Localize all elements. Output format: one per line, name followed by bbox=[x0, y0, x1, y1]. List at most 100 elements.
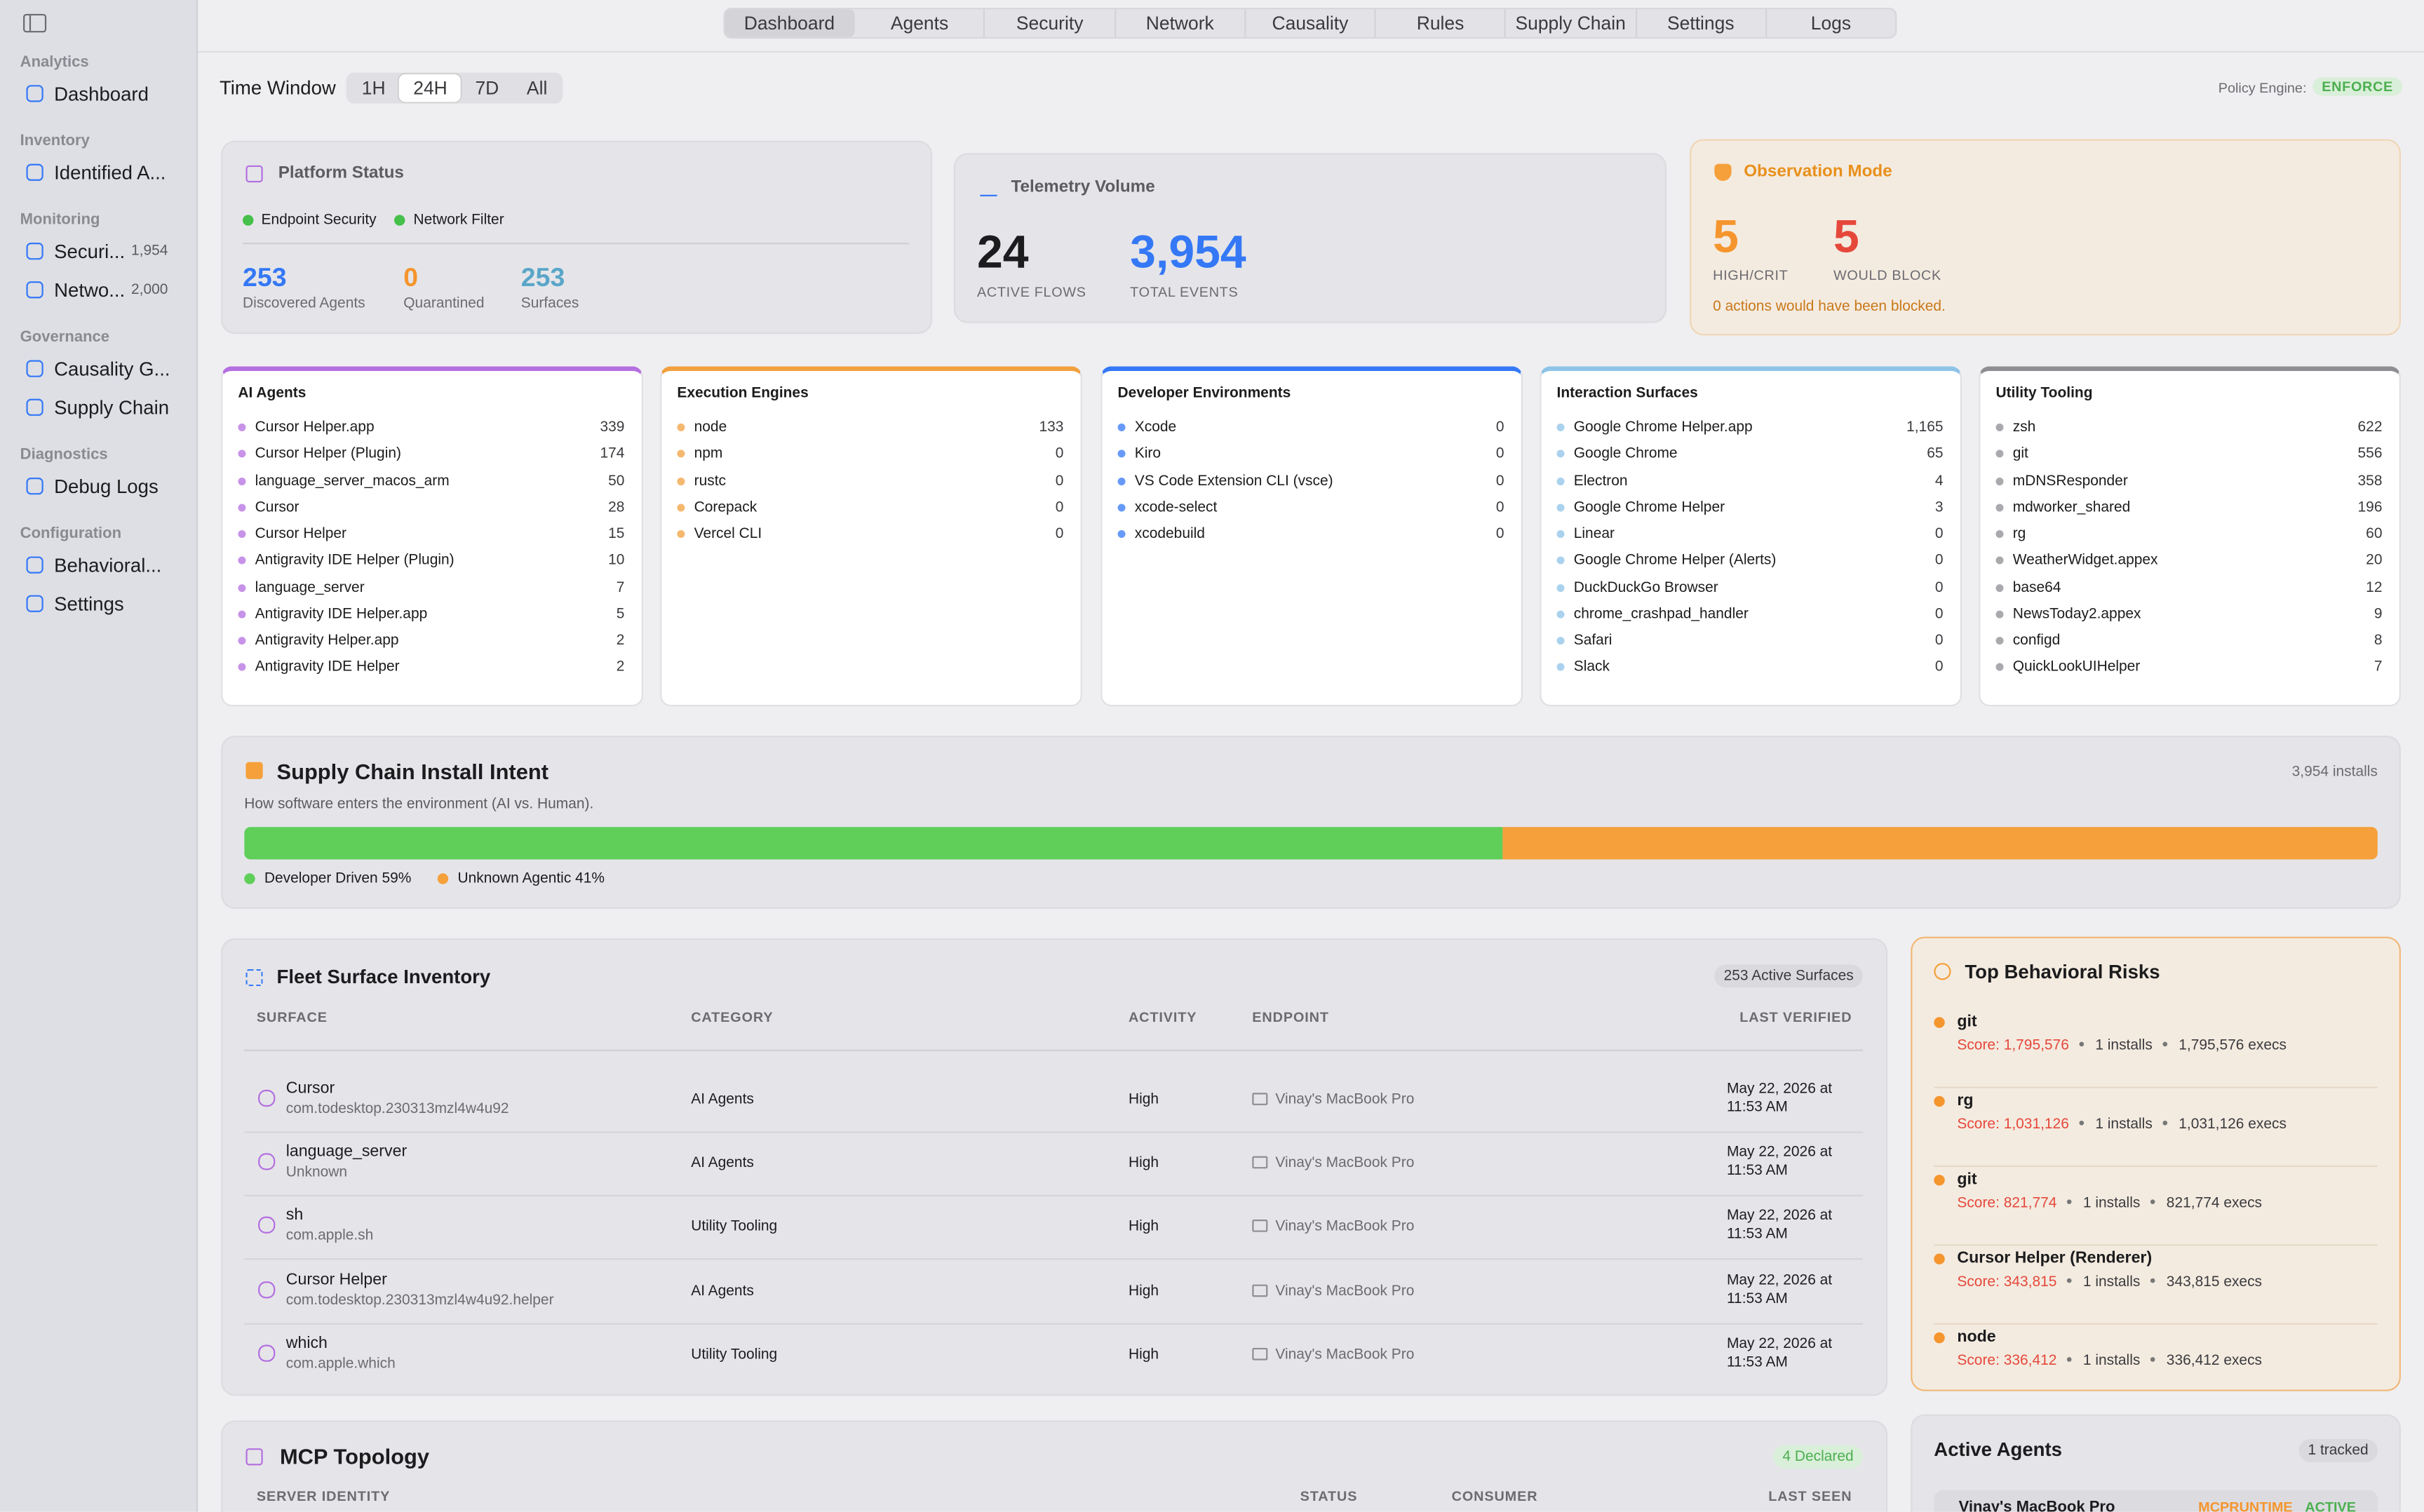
fleet-row: language_server Unknown AI Agents High Vinay… bbox=[244, 1132, 1863, 1197]
tab[interactable]: Network bbox=[1116, 9, 1246, 37]
stat-value: 3,954 bbox=[1130, 227, 1246, 278]
category-row: NewsToday2.appex 9 bbox=[1995, 601, 2382, 627]
risk-name: git bbox=[1957, 1170, 1977, 1189]
category: AI Agents bbox=[691, 1154, 754, 1173]
card-title: Observation Mode bbox=[1744, 162, 1892, 181]
category-count: 0 bbox=[1934, 659, 1944, 676]
category-dot bbox=[1995, 423, 2004, 431]
tab-bar: Dashboard Agents Security Network Causality R… bbox=[723, 8, 1897, 39]
category-row: zsh 622 bbox=[1995, 414, 2382, 440]
nav-item[interactable]: Dashboard bbox=[0, 74, 196, 113]
icon bbox=[258, 1217, 276, 1234]
column-header: CATEGORY bbox=[691, 1009, 774, 1025]
risks-card: Top Behavioral Risks git Score: 1,795,576 1… bbox=[1911, 936, 2401, 1391]
category-item: Google Chrome Helper.app bbox=[1573, 419, 1753, 436]
category-item: Cursor Helper.app bbox=[255, 419, 375, 436]
category-count: 1,165 bbox=[1906, 419, 1944, 436]
stat-label: WOULD BLOCK bbox=[1833, 267, 1941, 283]
category-dot bbox=[1995, 583, 2004, 592]
nav-icon bbox=[26, 281, 43, 299]
risk-score: Score: 1,031,126 bbox=[1957, 1116, 2069, 1133]
section-title: Supply Chain Install Intent bbox=[276, 759, 549, 784]
nav-label: Behavioral... bbox=[54, 554, 162, 576]
sidebar-toggle[interactable] bbox=[23, 13, 47, 33]
category-row: rustc 0 bbox=[677, 468, 1063, 494]
surface-badge: 253 Active Surfaces bbox=[1714, 964, 1863, 988]
stat-value: 5 bbox=[1833, 211, 1859, 263]
policy-label: Policy Engine: bbox=[2218, 80, 2307, 96]
risk-item: Cursor Helper (Renderer) Score: 343,815 1 … bbox=[1934, 1246, 2378, 1325]
category-count: 12 bbox=[2366, 579, 2383, 596]
tab[interactable]: Rules bbox=[1376, 9, 1507, 37]
fleet-row: Cursor com.todesktop.230313mzl4w4u92 AI Ag… bbox=[244, 1068, 1863, 1133]
separator bbox=[2067, 1199, 2073, 1204]
category-item: Slack bbox=[1573, 659, 1610, 676]
nav-item[interactable]: Debug Logs bbox=[0, 467, 196, 506]
section-subtitle: How software enters the environment (AI … bbox=[244, 796, 594, 814]
category-card: AI Agents Cursor Helper.app 339 Cursor Help… bbox=[221, 366, 643, 707]
tab[interactable]: Logs bbox=[1810, 12, 1852, 34]
category-row: Kiro 0 bbox=[1117, 441, 1504, 467]
icon bbox=[1252, 1220, 1268, 1233]
last-verified: May 22, 2026 at 11:53 AM bbox=[1726, 1208, 1833, 1243]
nav-item[interactable]: Identified A... bbox=[0, 153, 196, 191]
category-dot bbox=[238, 637, 246, 645]
category-count: 0 bbox=[1934, 552, 1944, 569]
category-card: Interaction Surfaces Google Chrome Helper… bbox=[1540, 366, 1962, 707]
nav-label: Identified A... bbox=[54, 161, 166, 184]
column-header: LAST VERIFIED bbox=[1739, 1009, 1852, 1025]
nav-item[interactable]: Causality G... bbox=[0, 349, 196, 388]
category: Utility Tooling bbox=[691, 1218, 778, 1236]
stat-label: HIGH/CRIT bbox=[1713, 267, 1789, 283]
category-item: Google Chrome Helper (Alerts) bbox=[1573, 552, 1777, 569]
nav-section: Inventory Identified A... bbox=[0, 131, 196, 191]
tab[interactable]: Agents bbox=[855, 9, 985, 37]
category-row: Antigravity IDE Helper.app 5 bbox=[238, 601, 624, 627]
tab[interactable]: Settings bbox=[1636, 9, 1767, 37]
category-dot bbox=[238, 610, 246, 619]
nav-section: Monitoring Securi... 1,954 Netwo... 2,000 bbox=[0, 210, 196, 309]
nav-item[interactable]: Netwo... 2,000 bbox=[0, 271, 196, 309]
category-row: rg 60 bbox=[1995, 521, 2382, 547]
nav-item[interactable]: Behavioral... bbox=[0, 546, 196, 584]
time-option[interactable]: 24H bbox=[399, 74, 462, 102]
tab[interactable]: Causality bbox=[1246, 9, 1376, 37]
category-title: Utility Tooling bbox=[1995, 384, 2093, 403]
category-dot bbox=[1117, 529, 1126, 539]
time-option[interactable]: All bbox=[526, 77, 548, 100]
category-item: zsh bbox=[2012, 419, 2036, 436]
category-row: xcode-select 0 bbox=[1117, 494, 1504, 520]
category-row: Cursor Helper.app 339 bbox=[238, 414, 624, 440]
category-count: 358 bbox=[2357, 472, 2383, 490]
time-option[interactable]: 1H bbox=[361, 77, 386, 100]
observation-note: 0 actions would have been blocked. bbox=[1713, 298, 1946, 316]
tab[interactable]: Dashboard bbox=[725, 9, 856, 37]
surface-name: language_server bbox=[285, 1142, 408, 1161]
surface-name: Cursor Helper bbox=[285, 1269, 387, 1289]
category-row: Google Chrome 65 bbox=[1556, 441, 1944, 467]
category-count: 65 bbox=[1927, 445, 1944, 463]
nav-item[interactable]: Securi... 1,954 bbox=[0, 232, 196, 271]
tab[interactable]: Security bbox=[985, 9, 1116, 37]
divider bbox=[198, 50, 2424, 53]
risk-item: node Score: 336,412 1 installs 336,412 exec… bbox=[1934, 1325, 2378, 1402]
icon bbox=[245, 762, 263, 779]
nav-section-title: Monitoring bbox=[20, 211, 100, 229]
nav-item[interactable]: Settings bbox=[0, 584, 196, 623]
mcp-card: MCP Topology 4 Declared SERVER IDENTITY STA… bbox=[221, 1420, 1888, 1512]
intent-bar bbox=[244, 827, 2378, 860]
tab[interactable]: Supply Chain bbox=[1506, 9, 1637, 37]
activity: High bbox=[1128, 1218, 1159, 1236]
separator bbox=[2080, 1120, 2085, 1126]
time-option[interactable]: 7D bbox=[475, 77, 499, 100]
category-count: 7 bbox=[616, 579, 625, 596]
category-row: Safari 0 bbox=[1556, 628, 1944, 654]
category-item: DuckDuckGo Browser bbox=[1573, 579, 1718, 596]
nav-item[interactable]: Supply Chain bbox=[0, 388, 196, 426]
surface-name: Cursor bbox=[285, 1079, 335, 1098]
category-count: 20 bbox=[2366, 552, 2383, 569]
risk-execs: 343,815 execs bbox=[2166, 1274, 2263, 1291]
category-count: 0 bbox=[1495, 419, 1504, 436]
risk-execs: 1,795,576 execs bbox=[2179, 1037, 2287, 1055]
category-row: Electron 4 bbox=[1556, 468, 1944, 494]
